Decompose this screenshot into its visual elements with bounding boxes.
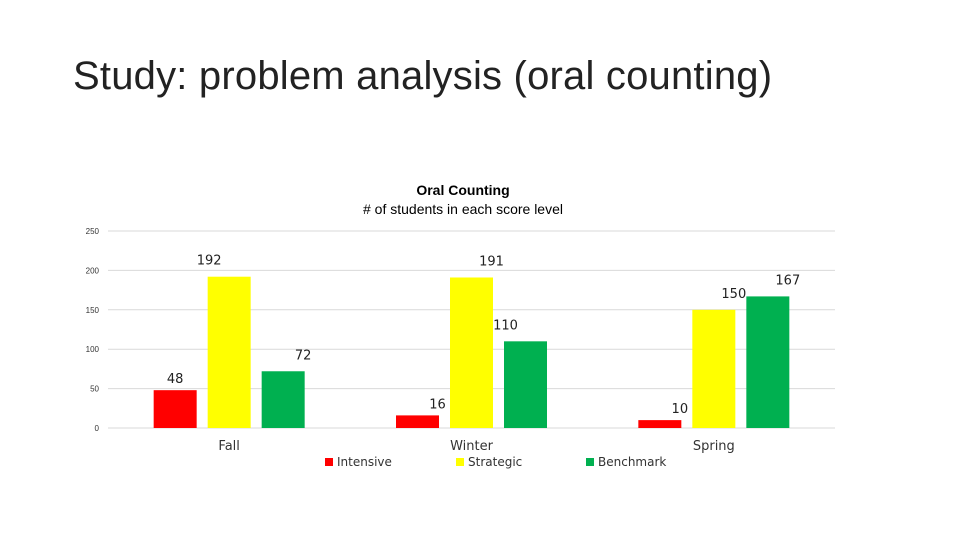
slide-title: Study: problem analysis (oral counting) [73,54,773,98]
data-label: 16 [429,397,446,412]
x-axis: Fall Winter Spring [218,439,734,454]
y-tick-label: 100 [86,345,100,354]
data-label: 72 [295,348,312,363]
bar-benchmark-spring [746,296,790,428]
y-tick-label: 0 [95,424,100,433]
legend-label: Strategic [468,455,522,469]
legend-swatch-strategic [456,458,464,466]
legend-swatch-intensive [325,458,333,466]
data-label: 48 [167,372,184,387]
bar-strategic-spring [692,309,736,428]
x-category-label: Winter [450,439,494,454]
bar-intensive-winter [396,415,439,428]
y-axis: 0 50 100 150 200 250 [86,227,100,433]
data-label: 167 [775,273,800,288]
data-label: 192 [197,254,222,269]
bars [153,276,790,428]
legend-swatch-benchmark [586,458,594,466]
data-label: 10 [672,402,689,417]
x-category-label: Fall [218,439,239,454]
x-category-label: Spring [693,439,735,454]
legend: Intensive Strategic Benchmark [325,455,666,469]
data-label: 150 [721,287,746,302]
data-label: 191 [479,254,504,269]
bar-benchmark-winter [504,341,547,428]
bar-intensive-fall [153,390,197,428]
y-tick-label: 50 [90,385,99,394]
legend-label: Intensive [337,455,392,469]
bar-benchmark-fall [261,371,305,428]
data-labels: 48 192 72 16 191 110 10 150 167 [167,254,800,417]
y-tick-label: 250 [86,227,100,236]
chart-subtitle: # of students in each score level [363,201,563,217]
bar-strategic-winter [450,277,493,428]
chart-title: Oral Counting [416,182,509,198]
data-label: 110 [493,318,518,333]
bar-intensive-spring [638,420,682,428]
y-tick-label: 200 [86,266,100,275]
y-tick-label: 150 [86,306,100,315]
bar-strategic-fall [207,276,251,428]
legend-label: Benchmark [598,455,666,469]
